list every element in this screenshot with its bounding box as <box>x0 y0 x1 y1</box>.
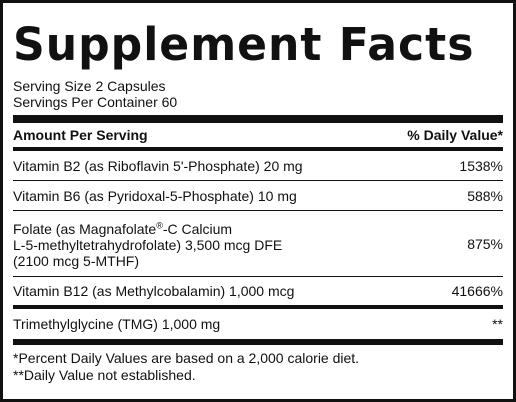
nutrient-name: Vitamin B2 (as Riboflavin 5'-Phosphate) … <box>13 157 303 174</box>
nutrient-name: Folate (as Magnafolate®-C Calcium L-5-me… <box>13 219 283 269</box>
bottom-divider <box>13 339 503 345</box>
nutrient-name: Vitamin B12 (as Methylcobalamin) 1,000 m… <box>13 283 295 299</box>
amount-per-serving-label: Amount Per Serving <box>13 127 148 143</box>
footnotes: *Percent Daily Values are based on a 2,0… <box>13 350 503 384</box>
folate-line3: (2100 mcg 5-MTHF) <box>13 252 140 269</box>
nutrient-name: Vitamin B6 (as Pyridoxal-5-Phosphate) 10… <box>13 187 297 204</box>
folate-line1-a: Folate (as Magnafolate <box>13 220 157 237</box>
header-divider <box>13 147 503 151</box>
registered-mark: ® <box>156 219 163 230</box>
serving-info: Serving Size 2 Capsules Servings Per Con… <box>13 78 503 110</box>
thick-divider <box>13 115 503 123</box>
footnote-daily-values: *Percent Daily Values are based on a 2,0… <box>13 350 360 366</box>
nutrient-name: Trimethylglycine (TMG) 1,000 mg <box>13 316 221 332</box>
table-header: Amount Per Serving % Daily Value* <box>13 123 503 147</box>
folate-line2: L-5-methyltetrahydrofolate) 3,500 mcg DF… <box>13 236 283 253</box>
nutrient-dv: 41666% <box>451 283 503 299</box>
serving-size: Serving Size 2 Capsules <box>13 78 166 94</box>
daily-value-label: % Daily Value* <box>407 127 503 143</box>
nutrient-row: Vitamin B12 (as Methylcobalamin) 1,000 m… <box>13 277 503 305</box>
nutrient-row: Vitamin B6 (as Pyridoxal-5-Phosphate) 10… <box>13 181 503 211</box>
nutrient-dv: 875% <box>467 235 503 252</box>
section-divider <box>13 305 503 309</box>
nutrient-dv: 588% <box>467 187 503 204</box>
footnote-not-established: **Daily Value not established. <box>13 367 196 383</box>
nutrient-row: Folate (as Magnafolate®-C Calcium L-5-me… <box>13 211 503 277</box>
panel-title: Supplement Facts <box>13 18 475 71</box>
nutrient-row: Vitamin B2 (as Riboflavin 5'-Phosphate) … <box>13 151 503 181</box>
nutrient-row: Trimethylglycine (TMG) 1,000 mg ** <box>13 309 503 339</box>
servings-per-container: Servings Per Container 60 <box>13 94 178 110</box>
folate-line1-b: -C Calcium <box>162 220 233 237</box>
nutrient-dv: ** <box>492 316 503 332</box>
nutrient-dv: 1538% <box>459 157 503 174</box>
